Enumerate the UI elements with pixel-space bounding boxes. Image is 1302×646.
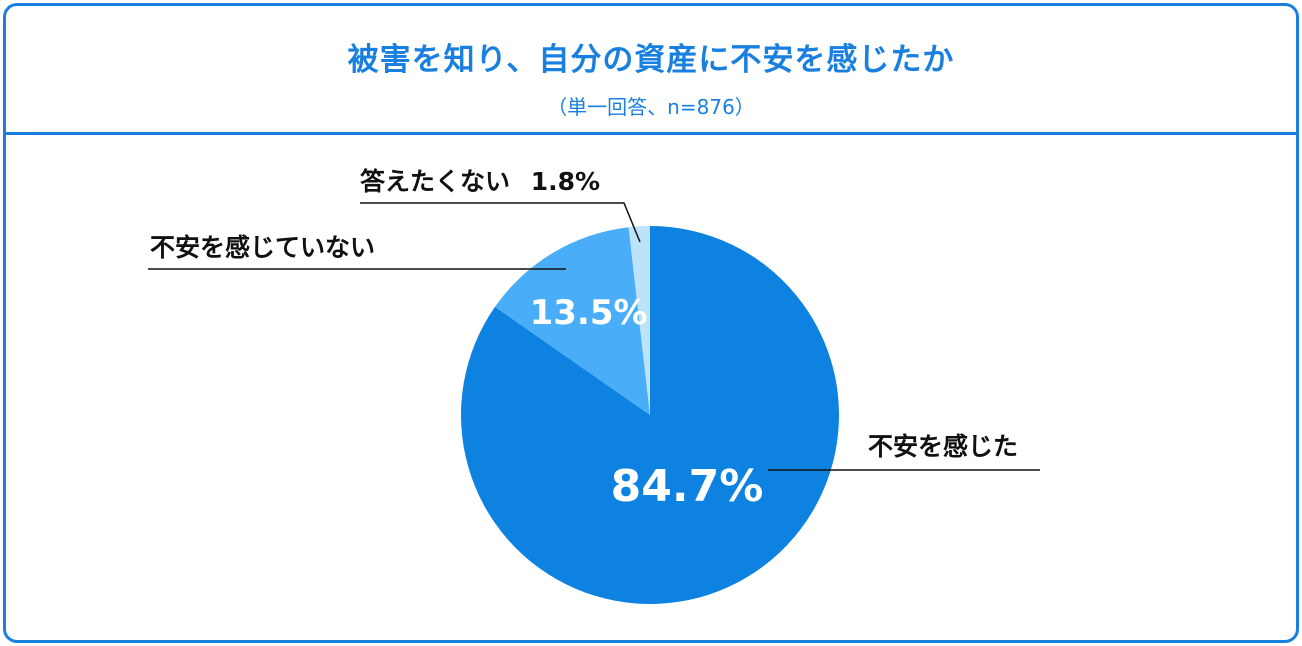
pie-slice-no-answer <box>628 226 650 415</box>
slice-label-no-answer-text: 答えたくない <box>360 167 510 196</box>
slice-value-no-answer: 1.8% <box>531 167 600 196</box>
chart-subtitle: （単一回答、n=876） <box>547 95 755 119</box>
slice-label-anxious: 不安を感じた <box>868 432 1018 461</box>
leader-lines <box>148 202 1040 471</box>
chart-title: 被害を知り、自分の資産に不安を感じたか <box>347 42 955 78</box>
slice-value-anxious: 84.7% <box>611 461 764 512</box>
slice-label-not-anxious: 不安を感じていない <box>150 233 375 262</box>
leader-line-no-answer <box>360 202 641 243</box>
pie-slices <box>460 226 839 604</box>
chart-card: 被害を知り、自分の資産に不安を感じたか （単一回答、n=876） <box>3 3 1299 643</box>
slice-label-no-answer: 答えたくない 1.8% <box>360 167 600 196</box>
pie-slice-not-anxious <box>495 227 650 415</box>
slice-value-not-anxious: 13.5% <box>530 293 648 333</box>
chart-header: 被害を知り、自分の資産に不安を感じたか （単一回答、n=876） <box>6 6 1296 135</box>
